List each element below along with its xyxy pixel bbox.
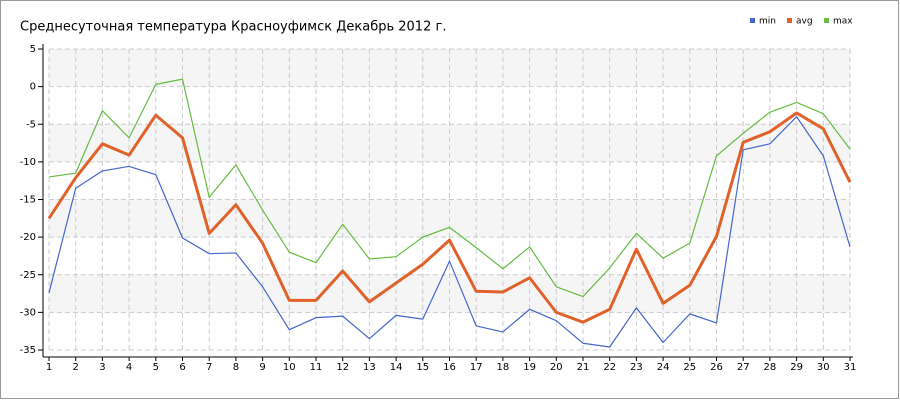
chart-title: Среднесуточная температура Красноуфимск …: [20, 20, 446, 35]
legend-label: max: [833, 17, 853, 27]
x-tick-label: 4: [126, 362, 132, 373]
y-tick-label: -15: [20, 195, 36, 206]
y-tick-label: -35: [20, 345, 36, 356]
x-tick-label: 13: [363, 362, 376, 373]
series-line: [47, 111, 852, 324]
x-tick-label: 24: [657, 362, 670, 373]
x-tick-label: 16: [443, 362, 456, 373]
x-tick-label: 2: [73, 362, 79, 373]
y-tick-label: -5: [26, 119, 36, 130]
x-tick-label: 26: [710, 362, 723, 373]
x-tick-label: 25: [683, 362, 696, 373]
x-tick-label: 29: [790, 362, 803, 373]
x-tick-label: 21: [577, 362, 590, 373]
x-tick-label: 11: [310, 362, 323, 373]
x-tick-label: 28: [764, 362, 777, 373]
x-tick-label: 8: [233, 362, 239, 373]
legend-swatch: [787, 18, 792, 23]
y-tick-label: -25: [20, 270, 36, 281]
y-tick-label: -10: [20, 157, 36, 168]
x-tick-label: 19: [523, 362, 536, 373]
x-tick-label: 27: [737, 362, 750, 373]
x-tick-label: 12: [336, 362, 349, 373]
x-tick-label: 1: [46, 362, 52, 373]
legend-label: min: [759, 17, 776, 27]
x-tick-label: 31: [844, 362, 857, 373]
x-tick-label: 5: [153, 362, 159, 373]
series-line: [48, 78, 851, 298]
x-tick-label: 15: [416, 362, 429, 373]
x-tick-label: 3: [99, 362, 105, 373]
x-tick-label: 9: [259, 362, 265, 373]
y-tick-label: 5: [30, 44, 36, 55]
x-tick-label: 6: [179, 362, 185, 373]
x-tick-label: 20: [550, 362, 563, 373]
x-tick-label: 22: [603, 362, 616, 373]
x-tick-label: 30: [817, 362, 830, 373]
x-tick-label: 7: [206, 362, 212, 373]
x-tick-label: 18: [497, 362, 510, 373]
x-tick-label: 10: [283, 362, 296, 373]
x-tick-label: 17: [470, 362, 483, 373]
x-tick-label: 14: [390, 362, 403, 373]
series-line: [48, 116, 851, 348]
x-tick-label: 23: [630, 362, 643, 373]
y-tick-label: -20: [20, 232, 36, 243]
legend-swatch: [750, 18, 755, 23]
y-tick-label: 0: [30, 82, 36, 93]
legend-swatch: [824, 18, 829, 23]
legend-label: avg: [796, 17, 813, 27]
y-tick-label: -30: [20, 307, 36, 318]
